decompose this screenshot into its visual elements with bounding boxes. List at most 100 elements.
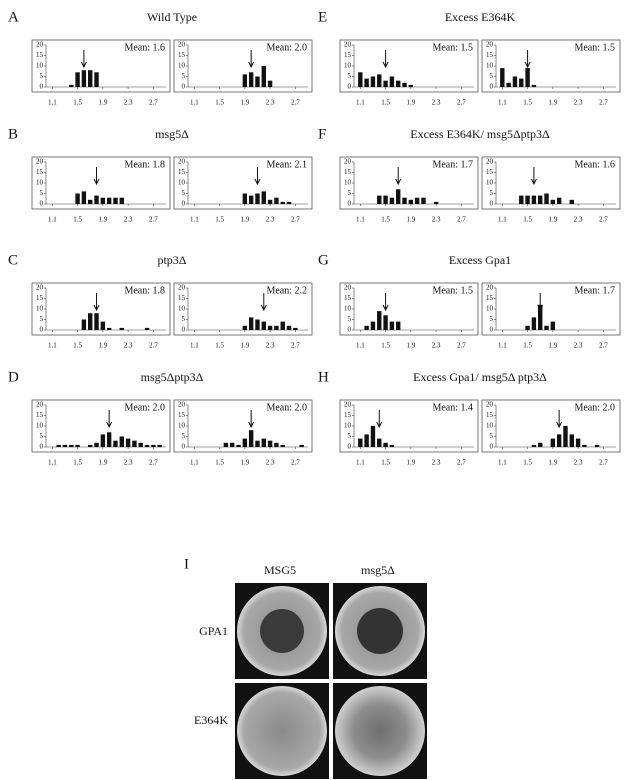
histogram: 0 5 10 15 20 1.1 1.5 1.9 2.3 2.7 Mean: 1.5: [481, 39, 621, 107]
x-tick-label: 1.5: [73, 342, 82, 350]
bar: [563, 426, 568, 447]
x-tick-label: 2.3: [432, 216, 441, 224]
bar: [383, 442, 388, 447]
histogram: 0 5 10 15 20 1.1 1.5 1.9 2.3 2.7 Mean: 1.7: [481, 282, 621, 350]
x-tick-label: 1.1: [356, 342, 365, 350]
x-tick-label: 1.5: [215, 216, 224, 224]
x-tick-label: 1.9: [406, 99, 415, 107]
x-tick-label: 1.5: [523, 342, 532, 350]
y-tick-label: 15: [36, 51, 44, 59]
bar: [433, 201, 439, 204]
chart-frame: [339, 156, 479, 210]
y-tick-label: 5: [182, 315, 186, 323]
y-tick-label: 20: [486, 401, 494, 409]
bar: [223, 442, 229, 447]
y-tick-label: 5: [40, 189, 44, 197]
bar: [119, 197, 124, 204]
x-tick-label: 2.7: [149, 216, 158, 224]
y-tick-label: 0: [348, 326, 352, 334]
bar: [261, 191, 266, 204]
y-tick-label: 10: [178, 305, 186, 313]
bar: [144, 444, 150, 447]
y-tick-label: 20: [36, 158, 44, 166]
mean-arrow: [93, 167, 100, 186]
bar: [396, 189, 401, 204]
y-tick-label: 15: [486, 51, 494, 59]
panel-letter: E: [318, 9, 327, 25]
x-tick-label: 1.9: [240, 216, 249, 224]
bar: [575, 438, 581, 447]
y-tick-label: 0: [490, 200, 494, 208]
y-tick-label: 15: [36, 411, 44, 419]
y-tick-label: 20: [486, 284, 494, 292]
mean-label: Mean: 1.7: [432, 159, 473, 170]
bar: [377, 311, 382, 330]
x-tick-label: 1.1: [356, 459, 365, 467]
bar: [100, 321, 106, 330]
x-tick-label: 2.3: [266, 459, 275, 467]
plate: [237, 686, 327, 776]
panel-letter: A: [8, 9, 19, 25]
y-tick-label: 10: [344, 62, 352, 70]
x-tick-label: 2.3: [266, 99, 275, 107]
bar: [569, 434, 574, 447]
y-tick-label: 20: [36, 41, 44, 49]
histogram: 0 5 10 15 20 1.1 1.5 1.9 2.3 2.7 Mean: 2.2: [173, 282, 313, 350]
chart-frame: [173, 399, 313, 453]
y-tick-label: 10: [486, 62, 494, 70]
mean-arrow: [382, 50, 389, 69]
x-tick-label: 1.5: [381, 342, 390, 350]
x-tick-label: 1.1: [48, 216, 57, 224]
bar: [242, 325, 248, 330]
bar: [293, 327, 298, 330]
histogram: 0 5 10 15 20 1.1 1.5 1.9 2.3 2.7 Mean: 1.8: [31, 156, 171, 224]
bar: [506, 82, 511, 87]
x-tick-label: 2.3: [432, 459, 441, 467]
mean-label: Mean: 2.0: [124, 402, 165, 413]
bar: [151, 444, 156, 447]
y-tick-label: 0: [182, 83, 186, 91]
y-tick-label: 15: [178, 51, 186, 59]
bar: [383, 195, 388, 204]
halo: [357, 608, 403, 654]
chart-frame: [31, 39, 171, 93]
image-panel: I MSG5 msg5Δ GPA1 E364K: [184, 556, 427, 779]
bar: [132, 440, 137, 447]
bar: [261, 321, 266, 330]
y-tick-label: 5: [40, 432, 44, 440]
x-tick-label: 2.7: [599, 216, 608, 224]
bar: [538, 195, 543, 204]
bar: [255, 319, 260, 330]
mean-label: Mean: 2.0: [574, 402, 615, 413]
x-tick-label: 1.9: [98, 459, 107, 467]
bar: [358, 438, 363, 447]
panel-letter: B: [8, 126, 18, 142]
x-tick-label: 2.7: [599, 99, 608, 107]
mean-label: Mean: 1.8: [124, 285, 165, 296]
y-tick-label: 15: [178, 168, 186, 176]
y-tick-label: 5: [490, 72, 494, 80]
y-tick-label: 5: [490, 432, 494, 440]
y-tick-label: 10: [486, 422, 494, 430]
y-tick-label: 5: [40, 72, 44, 80]
y-tick-label: 20: [36, 401, 44, 409]
y-tick-label: 0: [40, 200, 44, 208]
bar: [267, 440, 273, 447]
x-tick-label: 2.3: [574, 459, 583, 467]
bar: [125, 438, 131, 447]
histogram: 0 5 10 15 20 1.1 1.5 1.9 2.3 2.7 Mean: 2.0: [173, 39, 313, 107]
y-tick-label: 0: [490, 443, 494, 451]
chart-frame: [481, 39, 621, 93]
panel-letter: I: [184, 556, 189, 572]
bar: [377, 438, 382, 447]
bar: [550, 199, 556, 204]
histogram: 0 5 10 15 20 1.1 1.5 1.9 2.3 2.7 Mean: 1.8: [31, 282, 171, 350]
x-tick-label: 1.9: [98, 99, 107, 107]
y-tick-label: 0: [348, 443, 352, 451]
bar: [106, 327, 112, 330]
mean-arrow: [248, 50, 255, 69]
bar: [421, 197, 426, 204]
plate: [335, 686, 425, 776]
bar: [402, 82, 407, 87]
x-tick-label: 2.3: [574, 342, 583, 350]
